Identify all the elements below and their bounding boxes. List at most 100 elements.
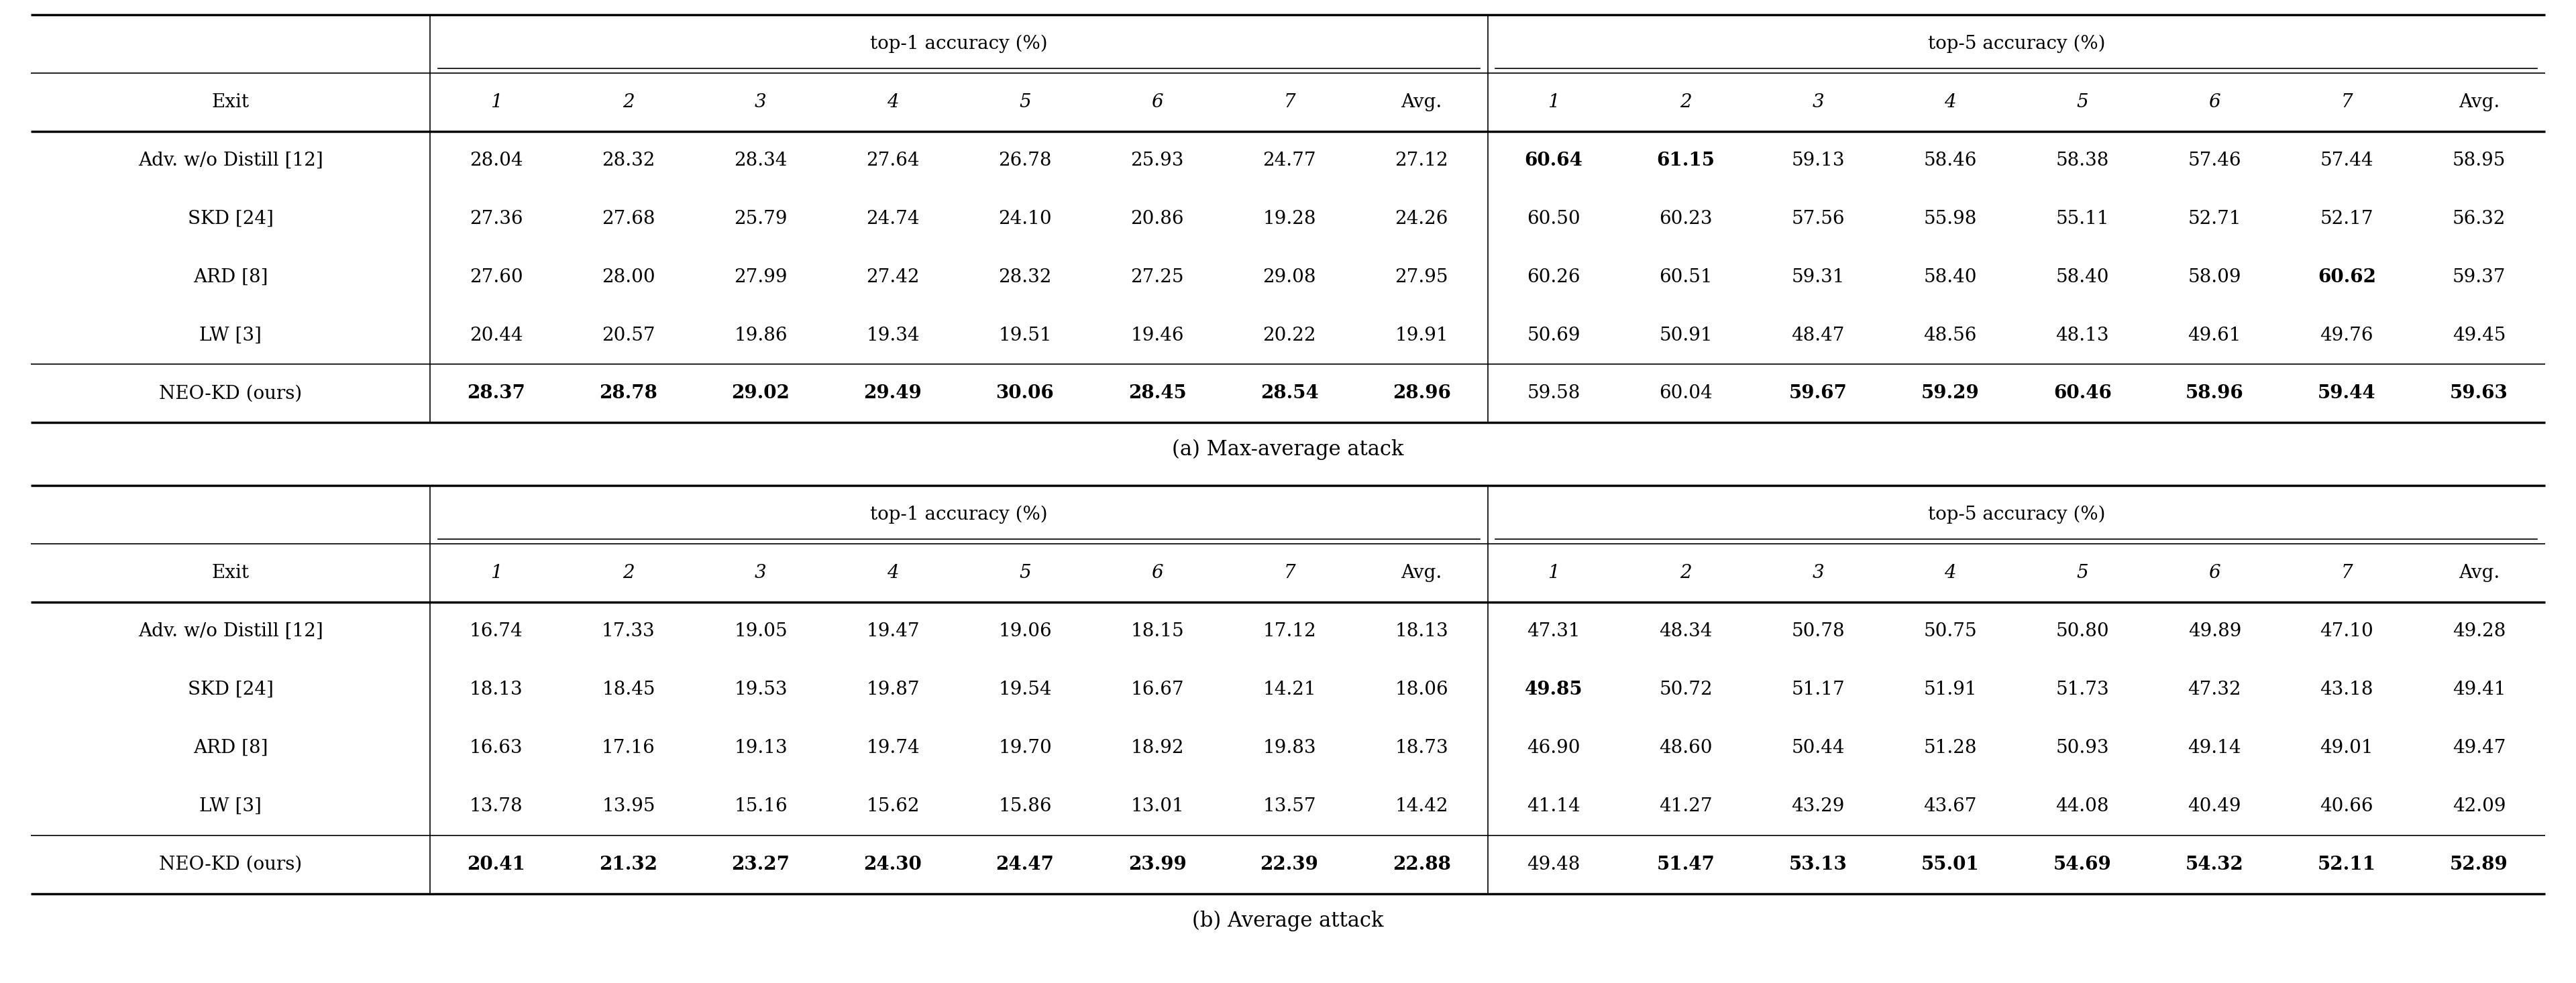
Text: 49.01: 49.01 xyxy=(2321,739,2372,757)
Text: 50.72: 50.72 xyxy=(1659,680,1713,699)
Text: 49.45: 49.45 xyxy=(2452,326,2506,344)
Text: 15.16: 15.16 xyxy=(734,797,788,815)
Text: 27.99: 27.99 xyxy=(734,268,788,286)
Text: 49.47: 49.47 xyxy=(2452,739,2506,757)
Text: 57.46: 57.46 xyxy=(2187,151,2241,169)
Text: Avg.: Avg. xyxy=(2458,93,2499,111)
Text: 19.74: 19.74 xyxy=(866,739,920,757)
Text: 27.12: 27.12 xyxy=(1394,151,1448,169)
Text: 60.04: 60.04 xyxy=(1659,384,1713,403)
Text: SKD [24]: SKD [24] xyxy=(188,209,273,228)
Text: LW [3]: LW [3] xyxy=(198,326,263,344)
Text: 19.06: 19.06 xyxy=(999,622,1051,640)
Text: 58.46: 58.46 xyxy=(1924,151,1976,169)
Text: 29.49: 29.49 xyxy=(863,384,922,403)
Text: 48.34: 48.34 xyxy=(1659,622,1713,640)
Text: 49.28: 49.28 xyxy=(2452,622,2506,640)
Text: 52.11: 52.11 xyxy=(2318,855,2375,874)
Text: 24.26: 24.26 xyxy=(1396,209,1448,228)
Text: 22.88: 22.88 xyxy=(1394,855,1450,874)
Text: 40.49: 40.49 xyxy=(2187,797,2241,815)
Text: 17.33: 17.33 xyxy=(603,622,654,640)
Text: 7: 7 xyxy=(1283,93,1296,111)
Text: 53.13: 53.13 xyxy=(1788,855,1847,874)
Text: 29.02: 29.02 xyxy=(732,384,791,403)
Text: 48.56: 48.56 xyxy=(1924,326,1976,344)
Text: 24.74: 24.74 xyxy=(866,209,920,228)
Text: 19.53: 19.53 xyxy=(734,680,788,699)
Text: 13.01: 13.01 xyxy=(1131,797,1185,815)
Text: 58.09: 58.09 xyxy=(2187,268,2241,286)
Text: 58.38: 58.38 xyxy=(2056,151,2110,169)
Text: 48.47: 48.47 xyxy=(1790,326,1844,344)
Text: Adv. w/o Distill [12]: Adv. w/o Distill [12] xyxy=(139,622,322,640)
Text: 27.68: 27.68 xyxy=(603,209,654,228)
Text: (b) Average attack: (b) Average attack xyxy=(1193,910,1383,931)
Text: 5: 5 xyxy=(2076,93,2089,111)
Text: 18.92: 18.92 xyxy=(1131,739,1185,757)
Text: 13.95: 13.95 xyxy=(603,797,654,815)
Text: 28.37: 28.37 xyxy=(466,384,526,403)
Text: 1: 1 xyxy=(1548,93,1558,111)
Text: 28.00: 28.00 xyxy=(603,268,654,286)
Text: 55.98: 55.98 xyxy=(1924,209,1976,228)
Text: 60.51: 60.51 xyxy=(1659,268,1713,286)
Text: Exit: Exit xyxy=(211,564,250,582)
Text: 20.44: 20.44 xyxy=(469,326,523,344)
Text: top-5 accuracy (%): top-5 accuracy (%) xyxy=(1927,505,2105,524)
Text: 27.36: 27.36 xyxy=(469,209,523,228)
Text: 4: 4 xyxy=(1945,564,1955,582)
Text: 51.91: 51.91 xyxy=(1924,680,1976,699)
Text: 19.51: 19.51 xyxy=(999,326,1051,344)
Text: 57.56: 57.56 xyxy=(1790,209,1844,228)
Text: 5: 5 xyxy=(2076,564,2089,582)
Text: 17.12: 17.12 xyxy=(1262,622,1316,640)
Text: 28.32: 28.32 xyxy=(999,268,1051,286)
Text: 49.76: 49.76 xyxy=(2321,326,2372,344)
Text: 54.69: 54.69 xyxy=(2053,855,2112,874)
Text: 51.17: 51.17 xyxy=(1790,680,1844,699)
Text: 49.48: 49.48 xyxy=(1528,855,1579,874)
Text: 30.06: 30.06 xyxy=(997,384,1054,403)
Text: 55.01: 55.01 xyxy=(1922,855,1978,874)
Text: 18.06: 18.06 xyxy=(1394,680,1448,699)
Text: 28.78: 28.78 xyxy=(600,384,657,403)
Text: SKD [24]: SKD [24] xyxy=(188,680,273,699)
Text: 20.86: 20.86 xyxy=(1131,209,1185,228)
Text: 51.28: 51.28 xyxy=(1924,739,1976,757)
Text: 28.04: 28.04 xyxy=(469,151,523,169)
Text: 7: 7 xyxy=(2342,564,2352,582)
Text: 15.62: 15.62 xyxy=(866,797,920,815)
Text: 19.91: 19.91 xyxy=(1394,326,1448,344)
Text: 24.47: 24.47 xyxy=(997,855,1054,874)
Text: 54.32: 54.32 xyxy=(2184,855,2244,874)
Text: 28.45: 28.45 xyxy=(1128,384,1188,403)
Text: 2: 2 xyxy=(623,564,634,582)
Text: 2: 2 xyxy=(1680,564,1692,582)
Text: 49.14: 49.14 xyxy=(2187,739,2241,757)
Text: 40.66: 40.66 xyxy=(2321,797,2372,815)
Text: 1: 1 xyxy=(1548,564,1558,582)
Text: 27.25: 27.25 xyxy=(1131,268,1185,286)
Text: 47.32: 47.32 xyxy=(2187,680,2241,699)
Text: 43.67: 43.67 xyxy=(1924,797,1976,815)
Text: Avg.: Avg. xyxy=(1401,564,1443,582)
Text: 60.50: 60.50 xyxy=(1528,209,1582,228)
Text: 46.90: 46.90 xyxy=(1528,739,1582,757)
Text: 48.60: 48.60 xyxy=(1659,739,1713,757)
Text: 44.08: 44.08 xyxy=(2056,797,2110,815)
Text: 50.75: 50.75 xyxy=(1924,622,1976,640)
Text: 19.05: 19.05 xyxy=(734,622,788,640)
Text: 1: 1 xyxy=(489,93,502,111)
Text: 1: 1 xyxy=(489,564,502,582)
Text: 59.13: 59.13 xyxy=(1790,151,1844,169)
Text: 13.78: 13.78 xyxy=(469,797,523,815)
Text: 56.32: 56.32 xyxy=(2452,209,2506,228)
Text: 22.39: 22.39 xyxy=(1260,855,1319,874)
Text: 16.67: 16.67 xyxy=(1131,680,1185,699)
Text: 20.22: 20.22 xyxy=(1262,326,1316,344)
Text: 19.87: 19.87 xyxy=(866,680,920,699)
Text: 14.21: 14.21 xyxy=(1262,680,1316,699)
Text: 49.61: 49.61 xyxy=(2187,326,2241,344)
Text: 41.14: 41.14 xyxy=(1528,797,1582,815)
